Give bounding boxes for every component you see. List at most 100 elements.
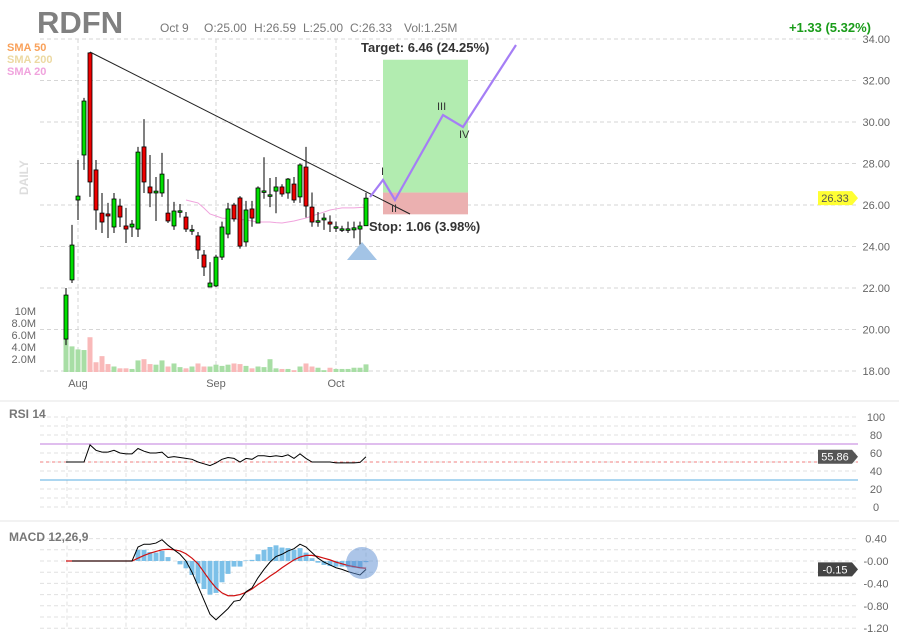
candle-body bbox=[357, 225, 363, 230]
candle-body bbox=[99, 212, 105, 223]
volume-bar bbox=[69, 346, 75, 372]
candle-body bbox=[243, 209, 249, 243]
macd-tick-label: 0.40 bbox=[865, 534, 886, 546]
volume-bar bbox=[273, 368, 279, 372]
drawings[interactable] bbox=[89, 44, 517, 260]
macd-tick-label: -0.00 bbox=[863, 556, 888, 568]
candle bbox=[255, 186, 261, 224]
candle bbox=[231, 202, 237, 222]
candle bbox=[339, 225, 345, 232]
macd-histogram-bar bbox=[177, 561, 183, 565]
macd-value-badge-shape bbox=[818, 562, 858, 577]
volume-bar bbox=[315, 367, 321, 372]
wave-label-2: II bbox=[391, 203, 397, 215]
candle-body bbox=[219, 226, 225, 258]
trendline bbox=[89, 51, 411, 215]
volume-bar bbox=[267, 359, 273, 372]
legend-sma50[interactable]: SMA 50 bbox=[7, 42, 46, 54]
macd-histogram-bar bbox=[135, 549, 141, 561]
candlesticks[interactable] bbox=[63, 52, 369, 346]
candle bbox=[105, 202, 111, 238]
price-tick-label: 32.00 bbox=[862, 76, 890, 88]
candle bbox=[237, 196, 243, 249]
candle bbox=[315, 212, 321, 227]
macd-tick-label: -0.80 bbox=[863, 601, 888, 613]
low-readout: L:25.00 bbox=[303, 21, 343, 35]
candle-body bbox=[351, 227, 357, 231]
macd-histogram-bar bbox=[153, 552, 159, 561]
x-tick-label: Sep bbox=[206, 378, 226, 390]
candle-body bbox=[87, 52, 93, 183]
macd-histogram-bar bbox=[219, 561, 225, 583]
candle bbox=[249, 200, 255, 227]
volume-bar bbox=[297, 366, 303, 372]
target-zone bbox=[383, 59, 468, 193]
volume-bar bbox=[195, 363, 201, 372]
candle bbox=[219, 221, 225, 260]
candle bbox=[279, 184, 285, 197]
sma20-line bbox=[185, 199, 367, 224]
candle-body bbox=[291, 183, 297, 201]
volume-tick-label: 4.0M bbox=[12, 342, 36, 354]
macd-histogram-bar bbox=[273, 545, 279, 561]
candle-body bbox=[333, 226, 339, 229]
volume-bar bbox=[165, 366, 171, 372]
volume-bar bbox=[219, 365, 225, 372]
candle-body bbox=[147, 186, 153, 194]
macd-value-badge: -0.15 bbox=[818, 562, 858, 577]
volume-bar bbox=[189, 366, 195, 372]
volume-bar bbox=[87, 337, 93, 372]
macd-histogram-bar bbox=[291, 549, 297, 561]
candle bbox=[309, 192, 315, 227]
candle bbox=[87, 52, 93, 197]
candle-body bbox=[111, 198, 117, 228]
rsi-panel bbox=[40, 416, 858, 508]
volume-bar bbox=[105, 364, 111, 372]
candle-body bbox=[141, 146, 147, 183]
wave-label-4: IV bbox=[459, 129, 470, 141]
candle-body bbox=[297, 164, 303, 198]
macd-histogram-bar bbox=[261, 549, 267, 561]
candle-body bbox=[183, 216, 189, 230]
rsi-title: RSI 14 bbox=[9, 407, 46, 421]
volume-bar bbox=[153, 364, 159, 372]
candle bbox=[99, 192, 105, 234]
candle bbox=[189, 224, 195, 235]
volume-bar bbox=[93, 362, 99, 372]
candle bbox=[123, 207, 129, 243]
candle-body bbox=[153, 190, 159, 194]
candle-body bbox=[273, 186, 279, 192]
candle bbox=[351, 221, 357, 239]
volume-bar bbox=[123, 368, 129, 372]
candle-body bbox=[345, 228, 351, 231]
volume-bar bbox=[63, 339, 69, 372]
volume-bar bbox=[99, 356, 105, 372]
candle bbox=[93, 159, 99, 230]
x-tick-label: Aug bbox=[68, 378, 88, 390]
candle-body bbox=[81, 100, 87, 156]
volume-bar bbox=[135, 360, 141, 372]
volume-bar bbox=[327, 367, 333, 372]
candle bbox=[129, 219, 135, 237]
high-readout: H:26.59 bbox=[254, 21, 296, 35]
volume-tick-label: 8.0M bbox=[12, 318, 36, 330]
candle bbox=[321, 213, 327, 230]
legend-sma200[interactable]: SMA 200 bbox=[7, 54, 52, 66]
candle bbox=[261, 157, 267, 199]
rsi-tick-label: 100 bbox=[867, 412, 885, 424]
legend-sma20[interactable]: SMA 20 bbox=[7, 66, 46, 78]
candle-body bbox=[135, 151, 141, 230]
volume-bars bbox=[63, 337, 369, 372]
candle bbox=[285, 178, 291, 199]
candle-body bbox=[339, 228, 345, 231]
price-tick-label: 20.00 bbox=[862, 325, 890, 337]
rsi-line bbox=[66, 444, 367, 467]
candle-body bbox=[225, 208, 231, 235]
candle-body bbox=[285, 178, 291, 194]
candle bbox=[177, 203, 183, 218]
rsi-value-badge: 55.86 bbox=[818, 449, 858, 464]
candle-body bbox=[363, 197, 369, 227]
volume-bar bbox=[363, 364, 369, 372]
volume-bar bbox=[183, 368, 189, 372]
